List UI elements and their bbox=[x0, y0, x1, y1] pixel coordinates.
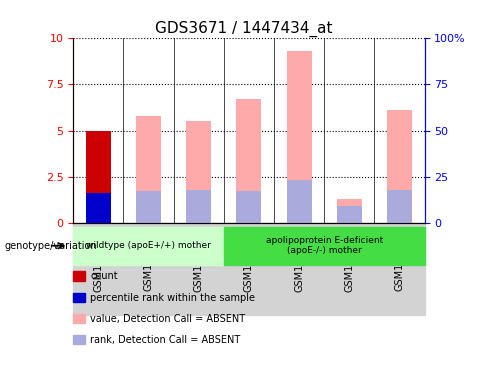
Bar bbox=[136, 191, 161, 223]
Bar bbox=[337, 206, 362, 223]
Bar bbox=[387, 110, 412, 223]
Bar bbox=[86, 193, 111, 223]
Bar bbox=[337, 199, 362, 223]
Bar bbox=[186, 190, 211, 223]
Bar bbox=[324, 223, 374, 315]
Bar bbox=[286, 180, 312, 223]
Bar bbox=[286, 51, 312, 223]
Bar bbox=[236, 99, 262, 223]
Text: rank, Detection Call = ABSENT: rank, Detection Call = ABSENT bbox=[90, 335, 241, 345]
Bar bbox=[224, 223, 274, 315]
Text: genotype/variation: genotype/variation bbox=[5, 241, 98, 251]
Bar bbox=[174, 223, 224, 315]
Text: count: count bbox=[90, 271, 118, 281]
Text: value, Detection Call = ABSENT: value, Detection Call = ABSENT bbox=[90, 314, 245, 324]
Bar bbox=[73, 223, 123, 315]
Text: GDS3671 / 1447434_at: GDS3671 / 1447434_at bbox=[155, 21, 333, 37]
Bar bbox=[387, 190, 412, 223]
Bar bbox=[274, 223, 324, 315]
Bar bbox=[136, 116, 161, 223]
Bar bbox=[123, 223, 174, 315]
Text: wildtype (apoE+/+) mother: wildtype (apoE+/+) mother bbox=[86, 241, 211, 250]
Bar bbox=[86, 131, 111, 223]
Bar bbox=[236, 191, 262, 223]
Bar bbox=[186, 121, 211, 223]
Text: percentile rank within the sample: percentile rank within the sample bbox=[90, 293, 255, 303]
Text: apolipoprotein E-deficient
(apoE-/-) mother: apolipoprotein E-deficient (apoE-/-) mot… bbox=[265, 236, 383, 255]
Bar bbox=[374, 223, 425, 315]
